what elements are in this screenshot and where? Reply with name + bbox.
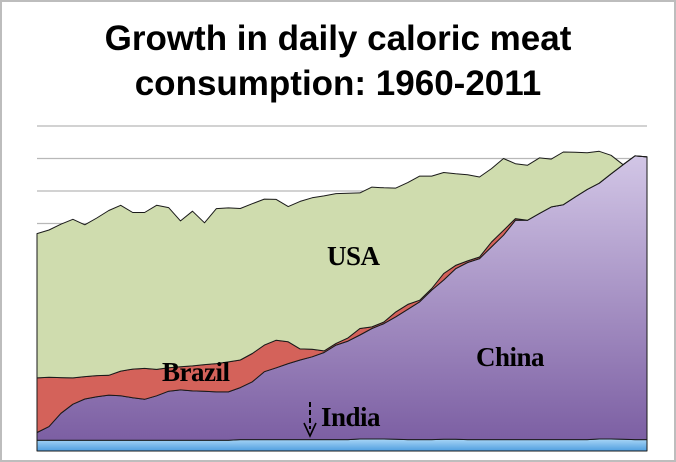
india-arrow-icon (303, 402, 317, 438)
areas (36, 150, 648, 452)
title-line-1: Growth in daily caloric meat (104, 19, 572, 58)
title-line-2: consumption: 1960-2011 (134, 64, 542, 103)
label-india: India (321, 402, 381, 432)
chart-title: Growth in daily caloric meat consumption… (2, 16, 674, 106)
area-usa (36, 150, 648, 379)
label-usa: USA (327, 241, 381, 271)
label-china: China (476, 342, 545, 372)
label-brazil: Brazil (162, 357, 230, 387)
